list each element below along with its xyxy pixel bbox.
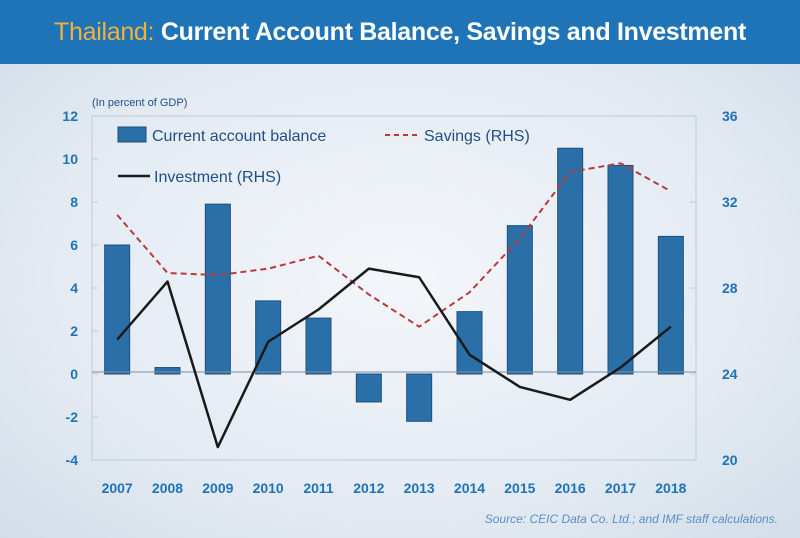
bar-2015: [506, 225, 533, 375]
left-tick-label: 8: [70, 194, 78, 210]
bar-2008: [154, 367, 181, 375]
left-tick-label: -2: [66, 409, 79, 425]
right-tick-label: 32: [722, 194, 738, 210]
x-tick-label: 2015: [504, 480, 535, 496]
bar-2011: [305, 317, 332, 375]
legend-label-current-account: Current account balance: [152, 128, 326, 145]
bar-2017: [607, 164, 634, 375]
bar-2018: [657, 235, 684, 375]
left-tick-label: 6: [70, 237, 78, 253]
legend-label-savings: Savings (RHS): [424, 128, 530, 145]
x-tick-label: 2010: [253, 480, 284, 496]
chart-header: Thailand: Current Account Balance, Savin…: [0, 0, 800, 64]
bar-2012: [355, 373, 382, 403]
left-tick-label: 12: [62, 108, 78, 124]
line-series: [116, 162, 672, 449]
x-axis-ticks: 2007 2008 2009 2010 2011 2012 2013 2014 2015 2016…: [102, 480, 687, 496]
bar-2013: [406, 373, 433, 422]
right-axis-ticks: 36 32 28 24 20: [690, 108, 738, 468]
plot-frame: [91, 115, 697, 461]
x-tick-label: 2011: [303, 480, 334, 496]
left-tick-label: 10: [62, 151, 78, 167]
x-tick-label: 2009: [202, 480, 233, 496]
x-tick-label: 2008: [152, 480, 183, 496]
bar-series: [104, 147, 684, 422]
left-tick-label: 0: [70, 366, 78, 382]
header-country: Thailand:: [54, 17, 155, 46]
bar-2009: [204, 203, 231, 375]
x-tick-label: 2012: [353, 480, 384, 496]
savings-line: [116, 162, 672, 328]
right-tick-label: 20: [722, 452, 738, 468]
right-tick-label: 28: [722, 280, 738, 296]
investment-line: [116, 267, 672, 449]
chart-subtitle: (In percent of GDP): [92, 97, 187, 109]
x-tick-label: 2016: [555, 480, 586, 496]
x-tick-label: 2007: [102, 480, 133, 496]
x-tick-label: 2013: [404, 480, 435, 496]
header-title: Current Account Balance, Savings and Inv…: [160, 17, 746, 46]
left-axis-ticks: 12 10 8 6 4 2 0 -2 -4: [62, 108, 98, 468]
source-note: Source: CEIC Data Co. Ltd.; and IMF staf…: [484, 512, 778, 526]
left-tick-label: -4: [66, 452, 79, 468]
legend-label-investment: Investment (RHS): [154, 169, 281, 186]
left-tick-label: 2: [70, 323, 78, 339]
left-tick-label: 4: [70, 280, 78, 296]
x-tick-label: 2017: [605, 480, 636, 496]
legend-swatch-current-account: [117, 126, 147, 143]
x-tick-label: 2018: [655, 480, 686, 496]
bar-2007: [104, 244, 131, 375]
right-tick-label: 24: [722, 366, 738, 382]
bar-2016: [557, 147, 584, 375]
legend: Current account balance Savings (RHS) In…: [117, 126, 530, 186]
right-tick-label: 36: [722, 108, 738, 124]
x-tick-label: 2014: [454, 480, 485, 496]
